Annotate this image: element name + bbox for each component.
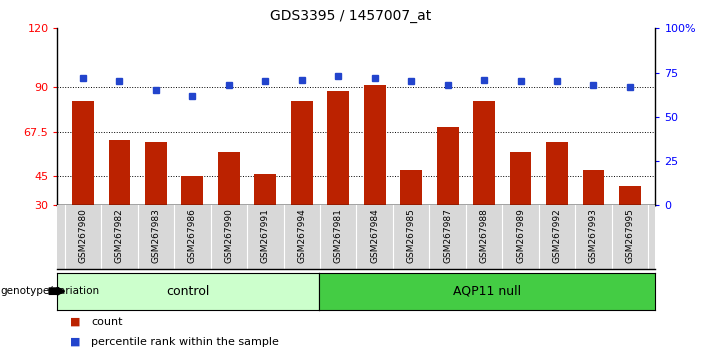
Text: GSM267988: GSM267988 — [479, 209, 489, 263]
Bar — [400, 170, 422, 205]
Bar — [327, 91, 349, 205]
Bar — [182, 176, 203, 205]
Text: ■: ■ — [70, 317, 81, 327]
Text: GSM267982: GSM267982 — [115, 209, 124, 263]
Bar — [109, 141, 130, 205]
Text: GSM267984: GSM267984 — [370, 209, 379, 263]
Bar — [619, 185, 641, 205]
Bar — [291, 101, 313, 205]
Text: GSM267983: GSM267983 — [151, 209, 161, 263]
Bar — [254, 174, 276, 205]
Text: count: count — [91, 317, 123, 327]
Bar — [218, 152, 240, 205]
Bar — [145, 142, 167, 205]
Text: GDS3395 / 1457007_at: GDS3395 / 1457007_at — [270, 9, 431, 23]
Text: GSM267981: GSM267981 — [334, 209, 343, 263]
Text: genotype/variation: genotype/variation — [1, 286, 100, 296]
Bar — [473, 101, 495, 205]
Text: AQP11 null: AQP11 null — [454, 285, 522, 298]
Bar — [437, 127, 458, 205]
Bar — [510, 152, 531, 205]
Text: control: control — [167, 285, 210, 298]
Text: GSM267985: GSM267985 — [407, 209, 416, 263]
Bar — [583, 170, 604, 205]
Text: GSM267989: GSM267989 — [516, 209, 525, 263]
Text: GSM267991: GSM267991 — [261, 209, 270, 263]
Bar — [546, 142, 568, 205]
Text: percentile rank within the sample: percentile rank within the sample — [91, 337, 279, 347]
Text: GSM267993: GSM267993 — [589, 209, 598, 263]
Text: GSM267980: GSM267980 — [79, 209, 88, 263]
Text: GSM267992: GSM267992 — [552, 209, 562, 263]
Text: GSM267994: GSM267994 — [297, 209, 306, 263]
Text: GSM267987: GSM267987 — [443, 209, 452, 263]
Bar — [72, 101, 94, 205]
Text: ■: ■ — [70, 337, 81, 347]
Text: GSM267995: GSM267995 — [625, 209, 634, 263]
Text: GSM267990: GSM267990 — [224, 209, 233, 263]
Bar — [364, 85, 386, 205]
Text: GSM267986: GSM267986 — [188, 209, 197, 263]
